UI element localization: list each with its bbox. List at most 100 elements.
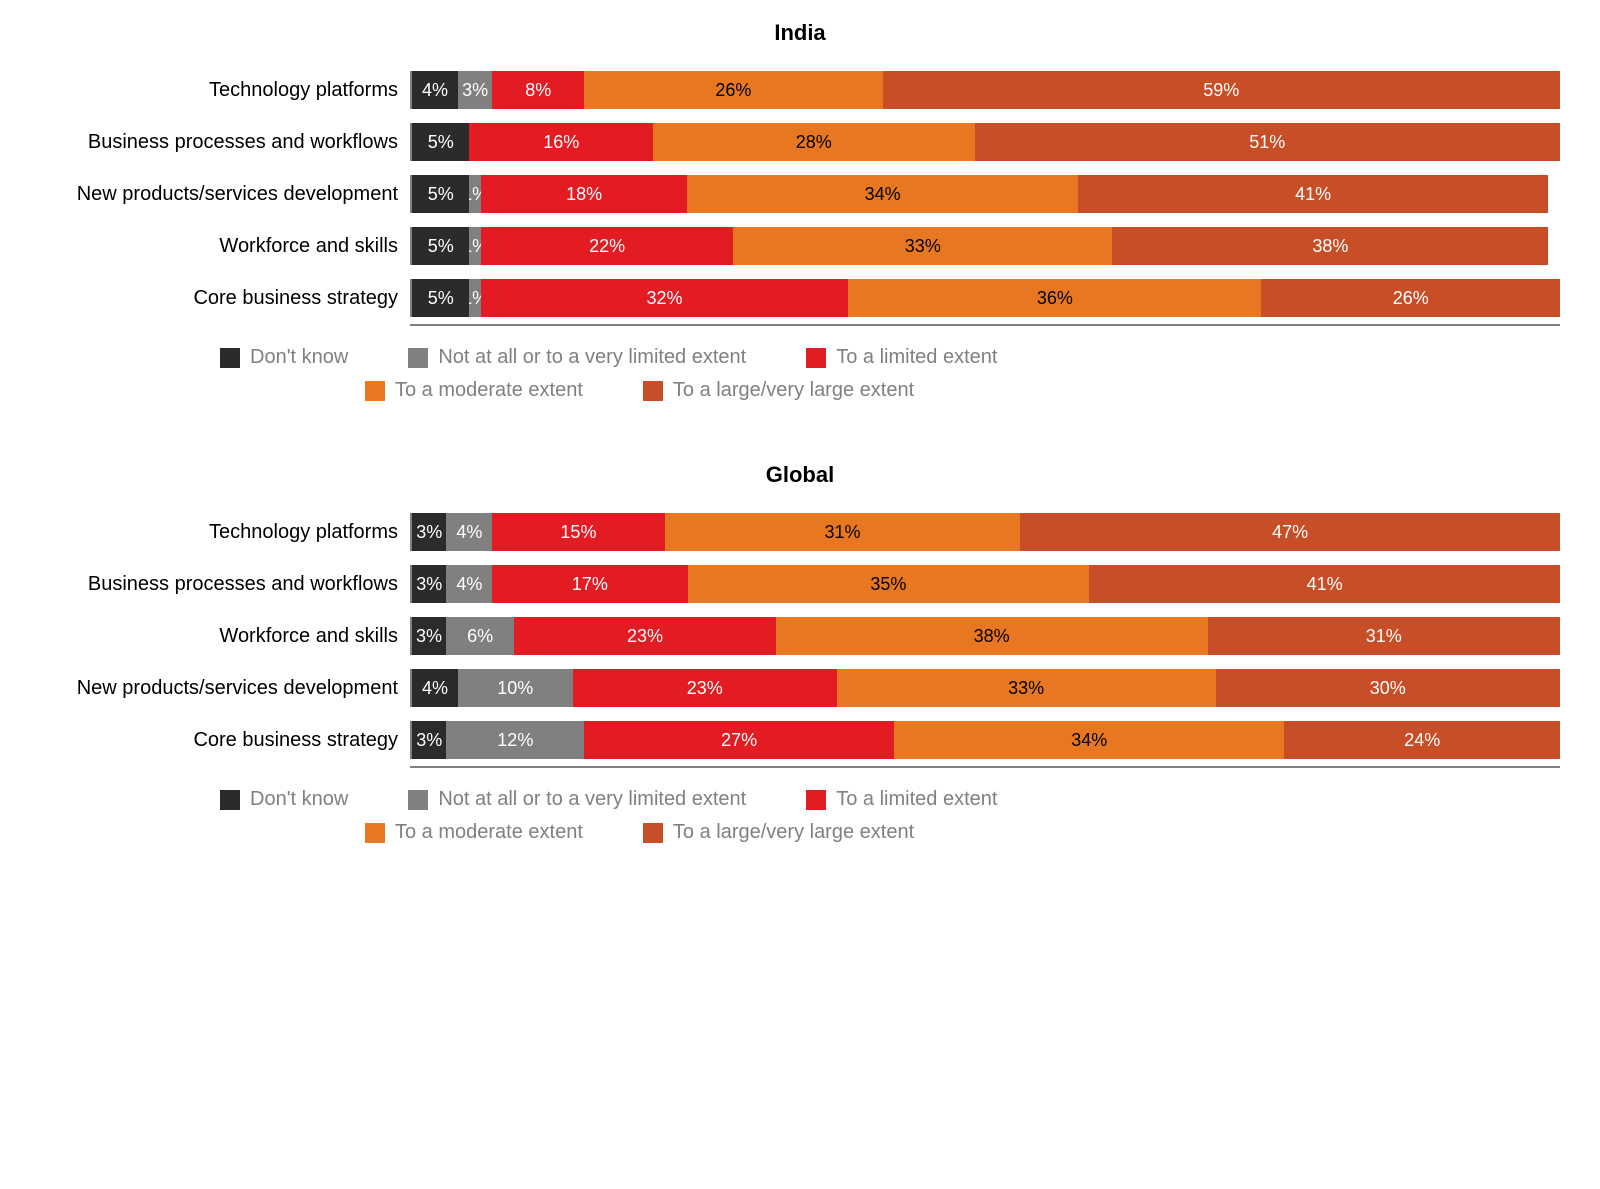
bar-segment-dont_know: 4% — [412, 71, 458, 109]
segment-value: 59% — [1203, 80, 1239, 101]
segment-value: 3% — [416, 730, 442, 751]
bar-segment-limited: 22% — [481, 227, 734, 265]
legend-swatch — [220, 348, 240, 368]
segment-value: 27% — [721, 730, 757, 751]
segment-value: 5% — [428, 132, 454, 153]
segment-value: 26% — [1393, 288, 1429, 309]
bar-segment-limited: 23% — [514, 617, 775, 655]
row-label: Core business strategy — [40, 729, 410, 752]
bar-segment-limited: 17% — [492, 565, 687, 603]
chart-area: Technology platforms4%3%8%26%59%Business… — [40, 64, 1560, 326]
row-label: Business processes and workflows — [40, 131, 410, 154]
bar-segment-dont_know: 5% — [412, 227, 469, 265]
legend-item-not_at_all: Not at all or to a very limited extent — [408, 788, 746, 811]
row-label: Technology platforms — [40, 521, 410, 544]
chart-row: Workforce and skills 5% 1% 22% 33% 38% — [40, 220, 1560, 272]
segment-value: 36% — [1037, 288, 1073, 309]
segment-value: 6% — [467, 626, 493, 647]
chart-legend: Don't knowNot at all or to a very limite… — [220, 346, 1420, 402]
bar-segment-moderate: 38% — [776, 617, 1208, 655]
row-label: Workforce and skills — [40, 235, 410, 258]
segment-value: 41% — [1295, 184, 1331, 205]
bar-track: 5% 1% 22% 33% 38% — [410, 227, 1560, 265]
segment-value: 5% — [428, 184, 454, 205]
chart-row: Business processes and workflows5%16%28%… — [40, 116, 1560, 168]
chart-row: New products/services development 5% 1% 18%… — [40, 168, 1560, 220]
bar-segment-large: 31% — [1208, 617, 1560, 655]
segment-value: 38% — [1312, 236, 1348, 257]
legend-label: To a large/very large extent — [673, 379, 914, 402]
segment-value: 18% — [566, 184, 602, 205]
chart-row: Core business strategy3%12%27%34%24% — [40, 714, 1560, 766]
chart-area: Technology platforms 3% 4% 15% 31% 47% Busines… — [40, 506, 1560, 768]
legend-label: Don't know — [250, 788, 348, 811]
bar-segment-moderate: 35% — [688, 565, 1090, 603]
segment-value: 23% — [687, 678, 723, 699]
row-label: New products/services development — [40, 183, 410, 206]
row-label: New products/services development — [40, 677, 410, 700]
segment-value: 30% — [1370, 678, 1406, 699]
bar-segment-moderate: 36% — [848, 279, 1261, 317]
legend-label: Don't know — [250, 346, 348, 369]
segment-value: 31% — [824, 522, 860, 543]
bar-segment-limited: 16% — [469, 123, 653, 161]
bar-segment-dont_know: 4% — [412, 669, 458, 707]
segment-value: 10% — [497, 678, 533, 699]
segment-value: 5% — [428, 236, 454, 257]
bar-segment-not_at_all: 1% — [469, 227, 480, 265]
segment-value: 1% — [469, 184, 480, 205]
bar-segment-moderate: 33% — [733, 227, 1112, 265]
segment-value: 33% — [1008, 678, 1044, 699]
segment-value: 4% — [422, 678, 448, 699]
legend-label: To a limited extent — [836, 788, 997, 811]
bar-segment-limited: 8% — [492, 71, 584, 109]
legend-swatch — [806, 790, 826, 810]
legend-label: To a limited extent — [836, 346, 997, 369]
segment-value: 3% — [416, 626, 442, 647]
legend-swatch — [643, 823, 663, 843]
segment-value: 16% — [543, 132, 579, 153]
row-label: Business processes and workflows — [40, 573, 410, 596]
bar-track: 3%4%17%35%41% — [410, 565, 1560, 603]
segment-value: 3% — [416, 574, 442, 595]
segment-value: 34% — [865, 184, 901, 205]
chart-title: India — [40, 20, 1560, 46]
bar-segment-moderate: 34% — [894, 721, 1284, 759]
bar-segment-large: 51% — [975, 123, 1560, 161]
segment-value: 4% — [456, 522, 482, 543]
axis-line — [40, 766, 1560, 768]
legend-swatch — [408, 790, 428, 810]
segment-value: 1% — [469, 288, 480, 309]
bar-segment-not_at_all: 1% — [469, 279, 480, 317]
bar-segment-large: 59% — [883, 71, 1560, 109]
legend-swatch — [643, 381, 663, 401]
bar-segment-moderate: 34% — [687, 175, 1077, 213]
segment-value: 22% — [589, 236, 625, 257]
bar-segment-moderate: 26% — [584, 71, 882, 109]
legend-label: To a moderate extent — [395, 379, 583, 402]
legend-label: To a large/very large extent — [673, 821, 914, 844]
segment-value: 4% — [422, 80, 448, 101]
bar-segment-large: 41% — [1078, 175, 1549, 213]
bar-segment-dont_know: 5% — [412, 279, 469, 317]
segment-value: 47% — [1272, 522, 1308, 543]
bar-segment-limited: 23% — [573, 669, 837, 707]
legend-label: To a moderate extent — [395, 821, 583, 844]
segment-value: 1% — [469, 236, 480, 257]
legend-item-dont_know: Don't know — [220, 788, 348, 811]
bar-track: 5%1%32%36%26% — [410, 279, 1560, 317]
segment-value: 5% — [428, 288, 454, 309]
legend-item-moderate: To a moderate extent — [365, 821, 583, 844]
legend-swatch — [806, 348, 826, 368]
segment-value: 15% — [560, 522, 596, 543]
bar-segment-large: 24% — [1284, 721, 1560, 759]
legend-swatch — [365, 381, 385, 401]
segment-value: 31% — [1366, 626, 1402, 647]
row-label: Core business strategy — [40, 287, 410, 310]
segment-value: 26% — [715, 80, 751, 101]
bar-segment-moderate: 31% — [665, 513, 1021, 551]
segment-value: 41% — [1307, 574, 1343, 595]
chart-block: IndiaTechnology platforms4%3%8%26%59%Bus… — [40, 20, 1560, 402]
axis-line — [40, 324, 1560, 326]
segment-value: 23% — [627, 626, 663, 647]
